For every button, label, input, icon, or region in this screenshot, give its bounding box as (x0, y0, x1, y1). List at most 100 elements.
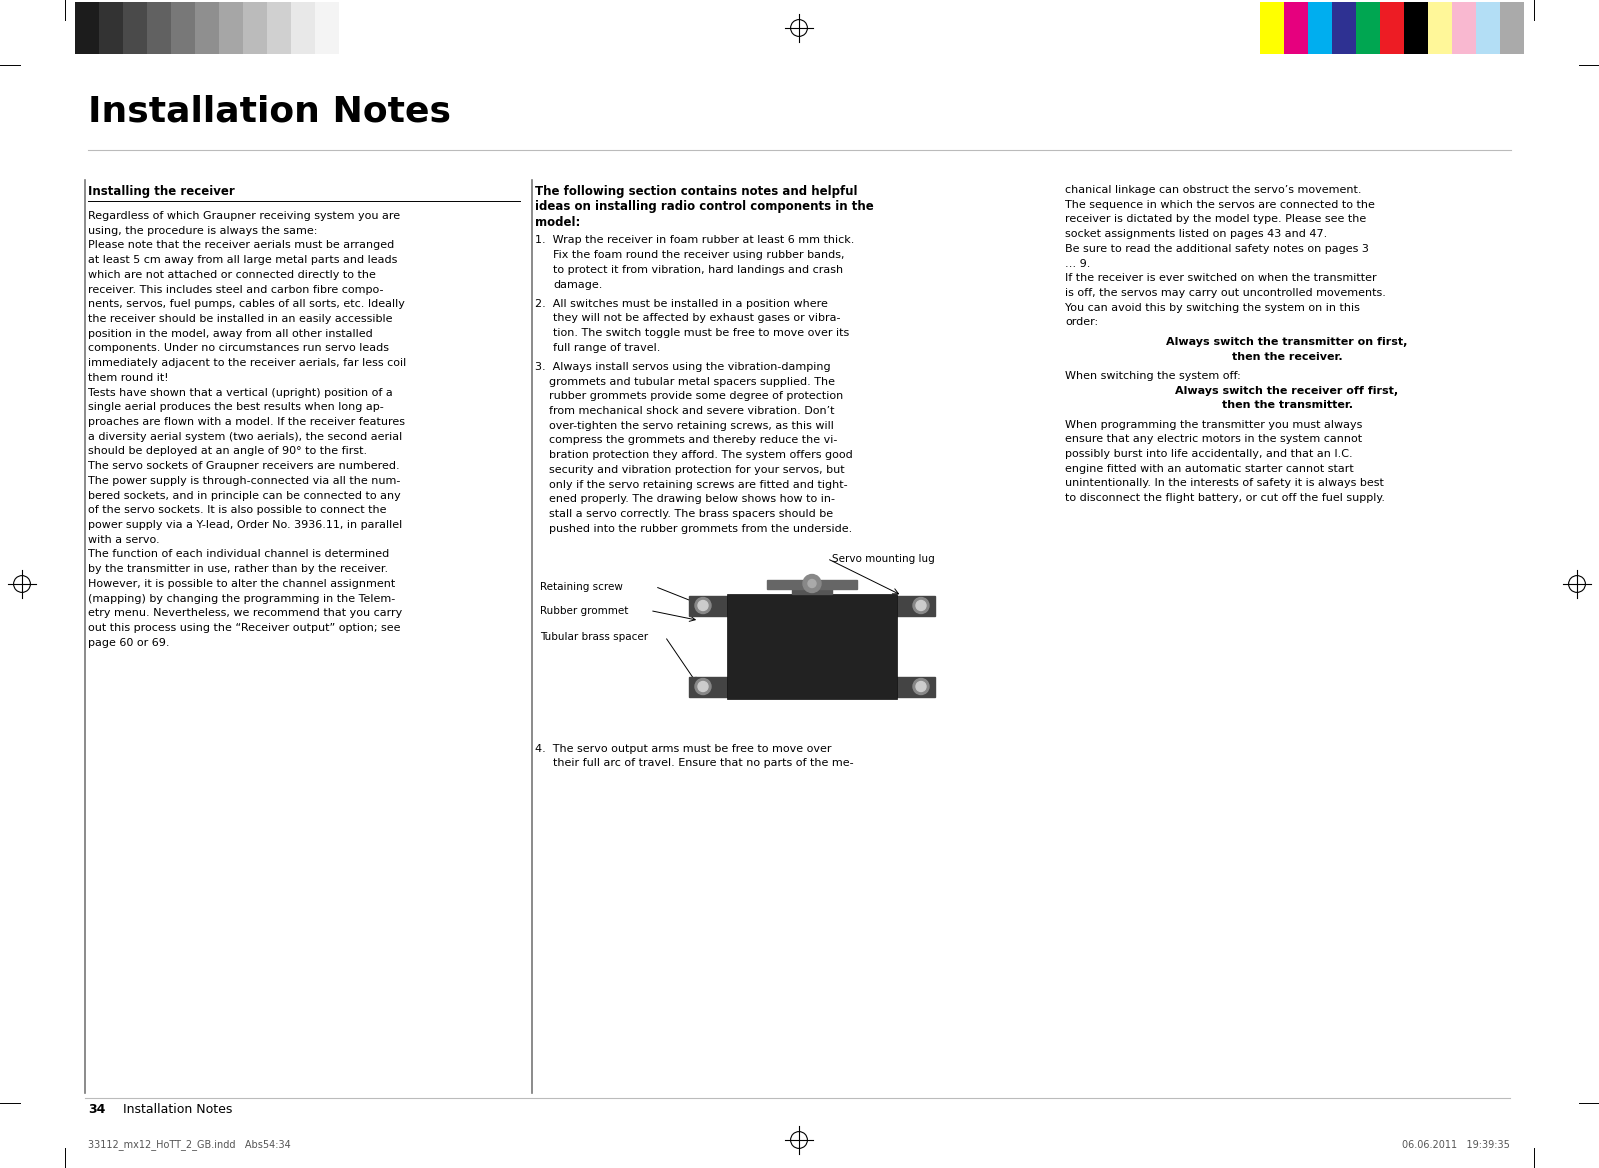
Text: single aerial produces the best results when long ap-: single aerial produces the best results … (88, 402, 384, 412)
Text: chanical linkage can obstruct the servo’s movement.: chanical linkage can obstruct the servo’… (1065, 185, 1361, 195)
Text: a diversity aerial system (two aerials), the second aerial: a diversity aerial system (two aerials),… (88, 432, 403, 442)
Text: engine fitted with an automatic starter cannot start: engine fitted with an automatic starter … (1065, 464, 1354, 474)
Text: damage.: damage. (553, 279, 603, 290)
Text: Servo mounting lug: Servo mounting lug (831, 554, 935, 563)
Text: of the servo sockets. It is also possible to connect the: of the servo sockets. It is also possibl… (88, 506, 387, 515)
Text: Tubular brass spacer: Tubular brass spacer (540, 632, 648, 641)
Text: Be sure to read the additional safety notes on pages 3: Be sure to read the additional safety no… (1065, 244, 1369, 253)
Text: bration protection they afford. The system offers good: bration protection they afford. The syst… (536, 450, 852, 460)
Text: 33112_mx12_HoTT_2_GB.indd   Abs54:34: 33112_mx12_HoTT_2_GB.indd Abs54:34 (88, 1139, 291, 1150)
Text: immediately adjacent to the receiver aerials, far less coil: immediately adjacent to the receiver aer… (88, 359, 406, 368)
Bar (689, 596, 732, 616)
Text: compress the grommets and thereby reduce the vi-: compress the grommets and thereby reduce… (536, 436, 838, 445)
Circle shape (696, 679, 712, 695)
Circle shape (916, 681, 926, 691)
Text: using, the procedure is always the same:: using, the procedure is always the same: (88, 225, 317, 236)
Text: Tests have shown that a vertical (upright) position of a: Tests have shown that a vertical (uprigh… (88, 388, 393, 397)
Text: pushed into the rubber grommets from the underside.: pushed into the rubber grommets from the… (536, 523, 852, 534)
Bar (728, 593, 897, 698)
Text: Always switch the transmitter on first,: Always switch the transmitter on first, (1166, 338, 1407, 347)
Text: 1.  Wrap the receiver in foam rubber at least 6 mm thick.: 1. Wrap the receiver in foam rubber at l… (536, 236, 854, 245)
Text: from mechanical shock and severe vibration. Don’t: from mechanical shock and severe vibrati… (536, 406, 835, 416)
Text: page 60 or 69.: page 60 or 69. (88, 638, 169, 648)
Text: proaches are flown with a model. If the receiver features: proaches are flown with a model. If the … (88, 417, 405, 427)
Text: should be deployed at an angle of 90° to the first.: should be deployed at an angle of 90° to… (88, 446, 368, 457)
Text: Retaining screw: Retaining screw (540, 582, 624, 591)
Text: When switching the system off:: When switching the system off: (1065, 371, 1241, 381)
Text: to protect it from vibration, hard landings and crash: to protect it from vibration, hard landi… (553, 265, 843, 274)
Text: Rubber grommet: Rubber grommet (540, 605, 628, 616)
Text: Regardless of which Graupner receiving system you are: Regardless of which Graupner receiving s… (88, 211, 400, 221)
Text: nents, servos, fuel pumps, cables of all sorts, etc. Ideally: nents, servos, fuel pumps, cables of all… (88, 299, 405, 310)
Text: bered sockets, and in principle can be connected to any: bered sockets, and in principle can be c… (88, 491, 401, 501)
Text: security and vibration protection for your servos, but: security and vibration protection for yo… (536, 465, 844, 475)
Bar (315, 2, 339, 54)
Text: ideas on installing radio control components in the: ideas on installing radio control compon… (536, 201, 873, 214)
Text: position in the model, away from all other installed: position in the model, away from all oth… (88, 328, 373, 339)
Text: with a servo.: with a servo. (88, 535, 160, 544)
Bar (1284, 2, 1308, 54)
Text: possibly burst into life accidentally, and that an I.C.: possibly burst into life accidentally, a… (1065, 449, 1353, 459)
Text: Always switch the receiver off first,: Always switch the receiver off first, (1175, 385, 1399, 396)
Text: etry menu. Nevertheless, we recommend that you carry: etry menu. Nevertheless, we recommend th… (88, 609, 403, 618)
Bar (147, 2, 171, 54)
Text: Installation Notes: Installation Notes (123, 1103, 232, 1115)
Text: 4.  The servo output arms must be free to move over: 4. The servo output arms must be free to… (536, 744, 831, 753)
Text: Installation Notes: Installation Notes (88, 95, 451, 128)
Bar (123, 2, 147, 54)
Text: However, it is possible to alter the channel assignment: However, it is possible to alter the cha… (88, 579, 395, 589)
Circle shape (913, 598, 929, 613)
Bar (291, 2, 315, 54)
Text: Installing the receiver: Installing the receiver (88, 185, 235, 199)
Bar (768, 579, 857, 589)
Text: by the transmitter in use, rather than by the receiver.: by the transmitter in use, rather than b… (88, 564, 389, 575)
Bar (267, 2, 291, 54)
Text: tion. The switch toggle must be free to move over its: tion. The switch toggle must be free to … (553, 328, 849, 338)
Text: receiver. This includes steel and carbon fibre compo-: receiver. This includes steel and carbon… (88, 285, 384, 294)
Bar (1308, 2, 1332, 54)
Bar (1500, 2, 1524, 54)
Text: their full arc of travel. Ensure that no parts of the me-: their full arc of travel. Ensure that no… (553, 758, 854, 769)
Circle shape (913, 679, 929, 695)
Text: The following section contains notes and helpful: The following section contains notes and… (536, 185, 857, 199)
Text: (mapping) by changing the programming in the Telem-: (mapping) by changing the programming in… (88, 593, 395, 604)
Text: they will not be affected by exhaust gases or vibra-: they will not be affected by exhaust gas… (553, 313, 841, 324)
Text: receiver is dictated by the model type. Please see the: receiver is dictated by the model type. … (1065, 215, 1366, 224)
Text: model:: model: (536, 216, 580, 229)
Text: 2.  All switches must be installed in a position where: 2. All switches must be installed in a p… (536, 299, 828, 308)
Circle shape (696, 598, 712, 613)
Text: The power supply is through-connected via all the num-: The power supply is through-connected vi… (88, 475, 400, 486)
Bar (1380, 2, 1404, 54)
Text: unintentionally. In the interests of safety it is always best: unintentionally. In the interests of saf… (1065, 479, 1383, 488)
Text: Fix the foam round the receiver using rubber bands,: Fix the foam round the receiver using ru… (553, 250, 844, 260)
Circle shape (803, 575, 820, 592)
Bar (1332, 2, 1356, 54)
Text: ened properly. The drawing below shows how to in-: ened properly. The drawing below shows h… (536, 494, 835, 505)
Bar (195, 2, 219, 54)
Text: components. Under no circumstances run servo leads: components. Under no circumstances run s… (88, 343, 389, 354)
Text: The function of each individual channel is determined: The function of each individual channel … (88, 549, 389, 559)
Text: 34: 34 (88, 1103, 106, 1115)
Text: them round it!: them round it! (88, 373, 168, 383)
Bar (243, 2, 267, 54)
Bar (1428, 2, 1452, 54)
Bar (219, 2, 243, 54)
Bar (1452, 2, 1476, 54)
Bar (1260, 2, 1284, 54)
Bar (75, 2, 99, 54)
Circle shape (699, 600, 708, 611)
Circle shape (916, 600, 926, 611)
Bar (1476, 2, 1500, 54)
Text: When programming the transmitter you must always: When programming the transmitter you mus… (1065, 419, 1362, 430)
Bar (892, 596, 935, 616)
Text: 3.  Always install servos using the vibration-damping: 3. Always install servos using the vibra… (536, 362, 830, 371)
Bar (171, 2, 195, 54)
Text: ensure that any electric motors in the system cannot: ensure that any electric motors in the s… (1065, 434, 1362, 444)
Text: … 9.: … 9. (1065, 258, 1091, 269)
Text: which are not attached or connected directly to the: which are not attached or connected dire… (88, 270, 376, 280)
Bar (1356, 2, 1380, 54)
Text: power supply via a Y-lead, Order No. 3936.11, in parallel: power supply via a Y-lead, Order No. 393… (88, 520, 403, 530)
Circle shape (807, 579, 815, 588)
Text: grommets and tubular metal spacers supplied. The: grommets and tubular metal spacers suppl… (536, 376, 835, 387)
Text: the receiver should be installed in an easily accessible: the receiver should be installed in an e… (88, 314, 392, 324)
